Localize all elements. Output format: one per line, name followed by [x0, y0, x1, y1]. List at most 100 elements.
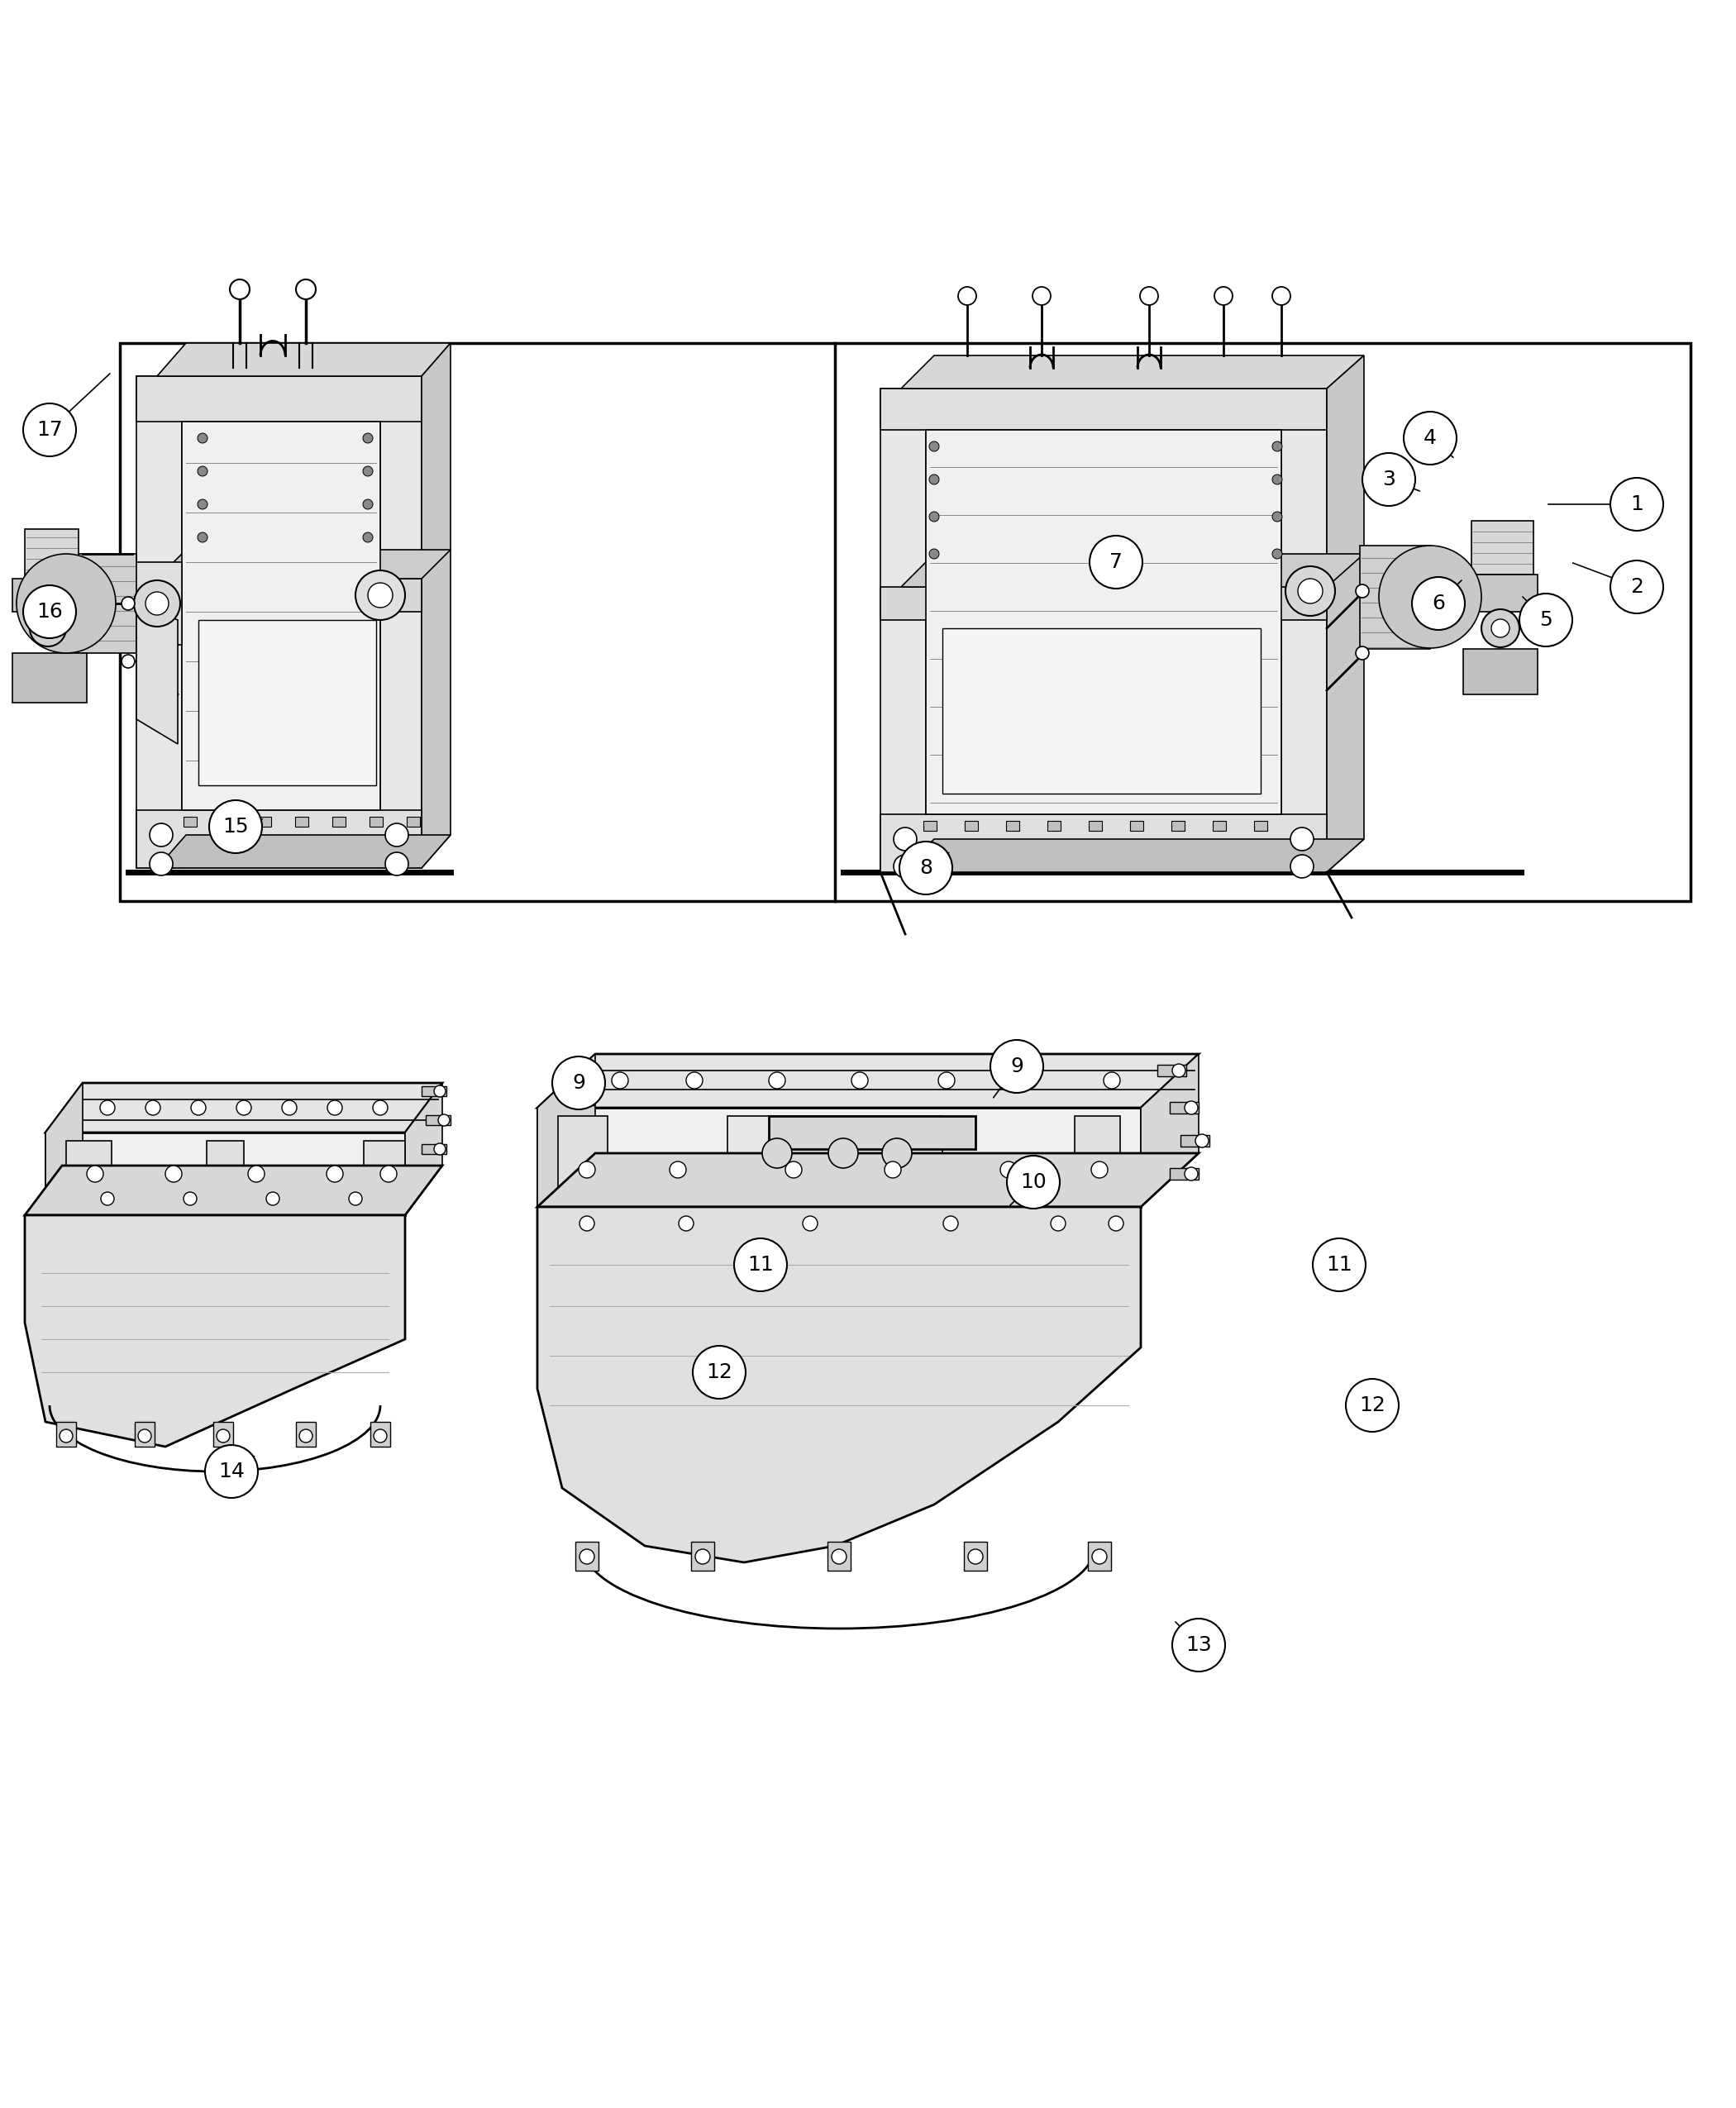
Circle shape	[326, 1166, 344, 1183]
Circle shape	[363, 466, 373, 476]
Circle shape	[1285, 567, 1335, 616]
Text: 1: 1	[1630, 495, 1644, 514]
Polygon shape	[207, 1140, 243, 1208]
Circle shape	[899, 841, 953, 894]
Circle shape	[1007, 1155, 1059, 1208]
Polygon shape	[538, 1208, 1141, 1562]
Polygon shape	[538, 1054, 1198, 1107]
Circle shape	[686, 1073, 703, 1088]
Circle shape	[299, 1429, 312, 1442]
Polygon shape	[45, 1132, 404, 1214]
Circle shape	[1104, 1073, 1120, 1088]
Polygon shape	[182, 422, 380, 809]
Circle shape	[122, 597, 135, 609]
Circle shape	[281, 1100, 297, 1115]
Circle shape	[1196, 1134, 1208, 1147]
Circle shape	[363, 500, 373, 510]
Circle shape	[356, 571, 404, 620]
Polygon shape	[1326, 356, 1364, 873]
Bar	[1130, 820, 1144, 831]
Bar	[422, 1145, 446, 1153]
Bar	[1180, 1134, 1210, 1147]
Polygon shape	[156, 835, 451, 868]
Polygon shape	[1463, 575, 1538, 611]
Polygon shape	[901, 839, 1364, 873]
Circle shape	[734, 1237, 786, 1292]
Polygon shape	[538, 1107, 1141, 1208]
Polygon shape	[24, 1214, 404, 1446]
Text: 12: 12	[707, 1362, 733, 1383]
Bar	[406, 816, 420, 826]
Bar	[1007, 820, 1019, 831]
Polygon shape	[404, 1084, 443, 1214]
Polygon shape	[422, 344, 451, 868]
Polygon shape	[1281, 388, 1326, 873]
Circle shape	[894, 854, 917, 877]
Circle shape	[1109, 1216, 1123, 1231]
Circle shape	[885, 1162, 901, 1178]
Polygon shape	[769, 1115, 976, 1149]
Circle shape	[1141, 287, 1158, 306]
Text: 10: 10	[1021, 1172, 1047, 1191]
Bar	[370, 816, 382, 826]
Circle shape	[1404, 411, 1457, 464]
Circle shape	[693, 1345, 746, 1400]
Text: 11: 11	[748, 1254, 774, 1275]
Polygon shape	[132, 563, 182, 645]
Polygon shape	[66, 1140, 111, 1208]
Polygon shape	[880, 388, 925, 873]
Circle shape	[198, 466, 208, 476]
Circle shape	[1272, 474, 1283, 485]
Polygon shape	[380, 375, 422, 868]
Polygon shape	[1359, 546, 1430, 649]
Circle shape	[1363, 453, 1415, 506]
Polygon shape	[156, 344, 451, 375]
Polygon shape	[12, 580, 87, 611]
Circle shape	[1481, 609, 1519, 647]
Polygon shape	[880, 814, 1326, 873]
Polygon shape	[925, 430, 1281, 814]
Circle shape	[1312, 1237, 1366, 1292]
Circle shape	[368, 582, 392, 607]
Circle shape	[165, 1166, 182, 1183]
Bar	[295, 816, 309, 826]
Text: 3: 3	[1382, 470, 1396, 489]
Circle shape	[937, 1073, 955, 1088]
Text: 15: 15	[222, 816, 248, 837]
Circle shape	[373, 1429, 387, 1442]
Circle shape	[87, 1166, 104, 1183]
Circle shape	[1272, 287, 1290, 306]
Circle shape	[198, 432, 208, 443]
Circle shape	[1272, 548, 1283, 559]
Polygon shape	[45, 1084, 443, 1132]
Bar	[1047, 820, 1061, 831]
Circle shape	[802, 1216, 818, 1231]
Circle shape	[1172, 1619, 1226, 1672]
Bar	[425, 1115, 451, 1126]
Circle shape	[23, 586, 76, 639]
Circle shape	[1215, 287, 1233, 306]
Circle shape	[929, 548, 939, 559]
Circle shape	[785, 1162, 802, 1178]
Text: 14: 14	[219, 1461, 245, 1482]
Circle shape	[1611, 479, 1663, 531]
Bar	[1088, 820, 1102, 831]
Polygon shape	[12, 653, 87, 702]
Text: 17: 17	[36, 419, 62, 441]
Bar	[943, 628, 1260, 793]
Bar	[1170, 1102, 1198, 1113]
Polygon shape	[66, 554, 137, 653]
Circle shape	[205, 1444, 259, 1499]
Circle shape	[295, 280, 316, 299]
Circle shape	[434, 1143, 446, 1155]
Circle shape	[990, 1039, 1043, 1092]
Bar	[1172, 820, 1184, 831]
Circle shape	[1092, 1549, 1108, 1564]
Text: 9: 9	[573, 1073, 585, 1092]
Circle shape	[198, 500, 208, 510]
Circle shape	[17, 554, 116, 653]
Bar	[56, 1423, 76, 1446]
Circle shape	[1050, 1216, 1066, 1231]
Text: 13: 13	[1186, 1636, 1212, 1655]
Circle shape	[1519, 594, 1573, 647]
